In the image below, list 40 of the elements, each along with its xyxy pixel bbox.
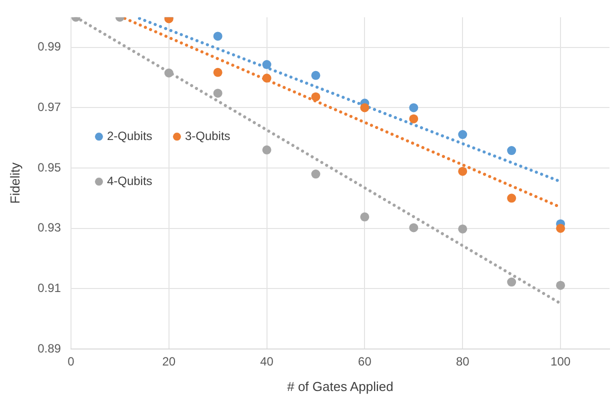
y-tick-label: 0.89	[38, 341, 62, 356]
y-tick-label: 0.95	[38, 160, 62, 174]
x-tick-label: 80	[456, 354, 470, 369]
point	[360, 103, 370, 112]
point	[213, 32, 222, 41]
legend-label: 4-Qubits	[106, 174, 152, 188]
y-axis-title: Fidelity	[7, 162, 22, 204]
x-tick-label: 40	[260, 354, 274, 369]
point	[311, 170, 320, 179]
point	[262, 60, 272, 70]
legend-label: 3-Qubits	[184, 128, 230, 143]
point	[409, 223, 418, 232]
x-axis-title: # of Gates Applied	[287, 378, 394, 394]
x-tick-label: 60	[358, 354, 372, 369]
point	[458, 166, 468, 176]
point	[458, 130, 468, 140]
y-tick-label: 0.99	[38, 40, 62, 54]
point	[409, 114, 418, 124]
point	[507, 278, 516, 287]
point	[507, 146, 516, 156]
point	[556, 280, 566, 290]
x-tick-label: 0	[68, 354, 75, 369]
point	[262, 74, 272, 83]
y-tick-label: 0.93	[38, 220, 62, 235]
x-tick-label: 100	[550, 354, 571, 369]
y-tick-label: 0.97	[38, 100, 62, 114]
point	[262, 145, 272, 154]
point	[556, 224, 566, 233]
point	[409, 103, 418, 112]
y-tick-label: 0.91	[38, 280, 62, 295]
point	[213, 68, 222, 77]
point	[213, 88, 222, 98]
legend-label: 2-Qubits	[106, 128, 152, 143]
point	[458, 224, 468, 234]
point	[311, 92, 320, 102]
point	[164, 68, 174, 78]
point	[360, 212, 370, 222]
point	[311, 70, 320, 80]
x-tick-label: 20	[162, 354, 176, 369]
point	[507, 194, 516, 203]
